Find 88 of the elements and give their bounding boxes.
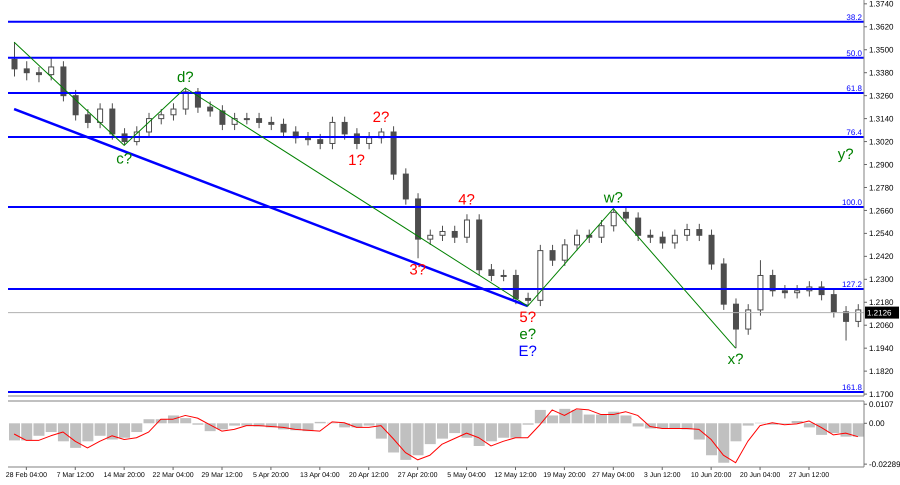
y-tick-label: 1.2180 — [869, 298, 894, 308]
y-tick-label: 1.2540 — [869, 229, 894, 238]
annotation: 61.8 — [846, 84, 863, 93]
y-tick-label: 1.1820 — [869, 366, 894, 376]
annotation: y? — [838, 146, 854, 163]
line-series — [14, 408, 858, 464]
candlestick — [855, 304, 862, 328]
candlestick — [268, 116, 274, 131]
annotation: x? — [728, 351, 744, 368]
candlestick — [500, 269, 507, 282]
candlestick — [745, 304, 752, 336]
candlestick — [329, 116, 336, 150]
candlestick — [366, 132, 372, 150]
candlestick — [672, 229, 678, 250]
candlestick — [843, 306, 850, 342]
y-tick-label: 1.3380 — [869, 68, 894, 78]
candlestick — [770, 269, 776, 298]
annotation: 100.0 — [842, 198, 863, 207]
candlestick — [598, 220, 604, 244]
annotation: 2? — [372, 109, 390, 126]
candlestick — [635, 212, 642, 242]
candlestick — [782, 284, 788, 299]
y-tick-label: 1.3500 — [869, 46, 894, 55]
candlestick — [24, 60, 30, 81]
y-tick-label: 1.1700 — [869, 390, 894, 399]
candlestick — [562, 238, 568, 266]
y-tick-label: 0.0107 — [869, 400, 894, 410]
candlestick — [84, 108, 91, 129]
candlestick — [440, 225, 446, 242]
candlestick — [464, 214, 470, 244]
y-tick-label: 1.2420 — [869, 252, 894, 262]
candlestick — [97, 102, 104, 129]
candlestick — [317, 133, 324, 150]
annotation: 5? — [519, 309, 536, 326]
annotation: 38.2 — [846, 12, 863, 22]
y-tick-label: 1.2780 — [869, 183, 894, 192]
candlestick — [232, 112, 238, 131]
candlestick — [610, 208, 617, 232]
y-tick-label: 1.2660 — [869, 206, 894, 216]
candlestick — [622, 206, 629, 224]
candlestick — [207, 100, 214, 118]
annotation: d? — [176, 69, 194, 86]
y-tick-label: 1.3140 — [869, 114, 894, 124]
annotation: 4? — [458, 191, 475, 208]
y-tick-label: 1.3740 — [869, 0, 894, 9]
annotation: 50.0 — [846, 48, 863, 58]
y-tick-label: 1.2300 — [869, 275, 894, 284]
annotation: 3? — [409, 261, 426, 278]
annotation: w? — [602, 190, 623, 207]
candlestick — [342, 116, 348, 140]
candlestick — [574, 229, 580, 252]
annotation: 76.4 — [846, 128, 863, 137]
annotation: 1? — [348, 152, 365, 170]
y-tick-label: 1.3620 — [869, 22, 894, 32]
candlestick — [36, 66, 42, 83]
y-tick-label: 1.1940 — [869, 344, 894, 354]
y-tick-label: 1.3260 — [869, 91, 894, 100]
candlestick — [12, 42, 18, 78]
candlestick — [684, 223, 690, 242]
y-tick-label: 1.2060 — [869, 321, 894, 330]
candlestick — [48, 56, 54, 81]
ref-line-label: 1.2126 — [867, 308, 892, 318]
y-tick-label: 1.2900 — [869, 160, 894, 170]
annotation: E? — [518, 343, 537, 360]
candlestick — [158, 108, 164, 125]
candlestick — [170, 102, 176, 122]
y-tick-label: -0.02289 — [869, 460, 900, 469]
candlestick — [280, 118, 287, 138]
candlestick — [550, 244, 556, 266]
annotation: 161.8 — [842, 382, 863, 392]
candlestick — [488, 264, 494, 282]
annotation: c? — [116, 150, 132, 168]
candlestick — [72, 89, 79, 122]
candlestick — [256, 112, 262, 129]
candlestick — [794, 284, 800, 299]
candlestick — [830, 288, 837, 318]
candlestick — [647, 229, 654, 244]
candlestick — [660, 230, 666, 250]
annotation: e? — [519, 326, 536, 344]
candlestick — [696, 223, 702, 242]
candlestick — [525, 292, 532, 307]
candlestick — [427, 229, 434, 246]
candlestick — [219, 104, 226, 131]
annotation: 127.2 — [842, 280, 863, 290]
candlestick — [452, 225, 458, 244]
candlestick — [244, 112, 250, 125]
y-tick-label: 1.3020 — [869, 137, 894, 146]
y-tick-label: 0.00 — [869, 419, 886, 428]
